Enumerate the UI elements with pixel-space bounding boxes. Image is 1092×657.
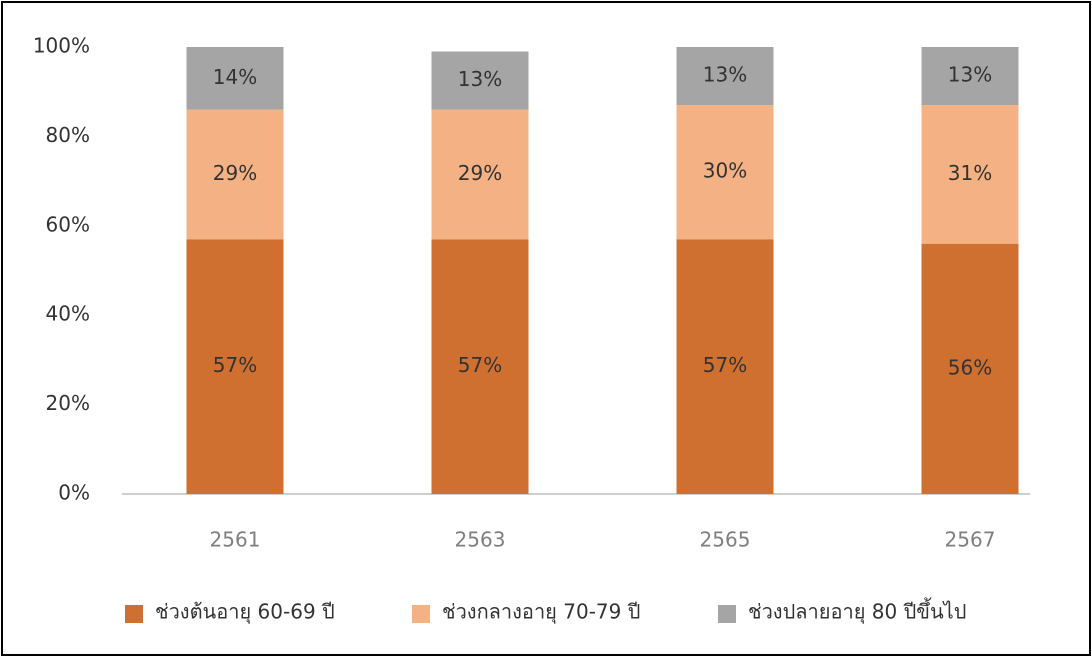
y-tick-label: 60% (46, 212, 90, 236)
chart: 0% 20% 40% 60% 80% 100% 2561 57% 29% 14% 2563 57% 29… (0, 0, 1092, 657)
data-label: 14% (213, 65, 257, 89)
legend-label: ช่วงปลายอายุ 80 ปีขึ้นไป (748, 598, 966, 625)
y-tick-label: 20% (46, 391, 90, 415)
legend-swatch (718, 605, 736, 623)
x-tick-label: 2567 (945, 528, 996, 552)
y-tick-label: 40% (46, 302, 90, 326)
data-label: 13% (703, 63, 747, 87)
legend-swatch (412, 605, 430, 623)
data-label: 30% (703, 159, 747, 183)
legend-label: ช่วงกลางอายุ 70-79 ปี (442, 600, 640, 625)
data-label: 57% (458, 353, 502, 377)
y-tick-label: 80% (46, 123, 90, 147)
data-label: 29% (458, 161, 502, 185)
y-tick-label: 100% (33, 34, 90, 58)
data-label: 29% (213, 161, 257, 185)
legend-swatch (125, 605, 143, 623)
data-label: 13% (948, 63, 992, 87)
x-tick-label: 2561 (210, 528, 261, 552)
data-label: 13% (458, 67, 502, 91)
x-tick-label: 2565 (700, 528, 751, 552)
y-tick-label: 0% (58, 481, 90, 505)
data-label: 57% (703, 353, 747, 377)
data-label: 31% (948, 161, 992, 185)
x-tick-label: 2563 (455, 528, 506, 552)
legend-label: ช่วงต้นอายุ 60-69 ปี (155, 600, 335, 625)
data-label: 57% (213, 353, 257, 377)
data-label: 56% (948, 355, 992, 379)
